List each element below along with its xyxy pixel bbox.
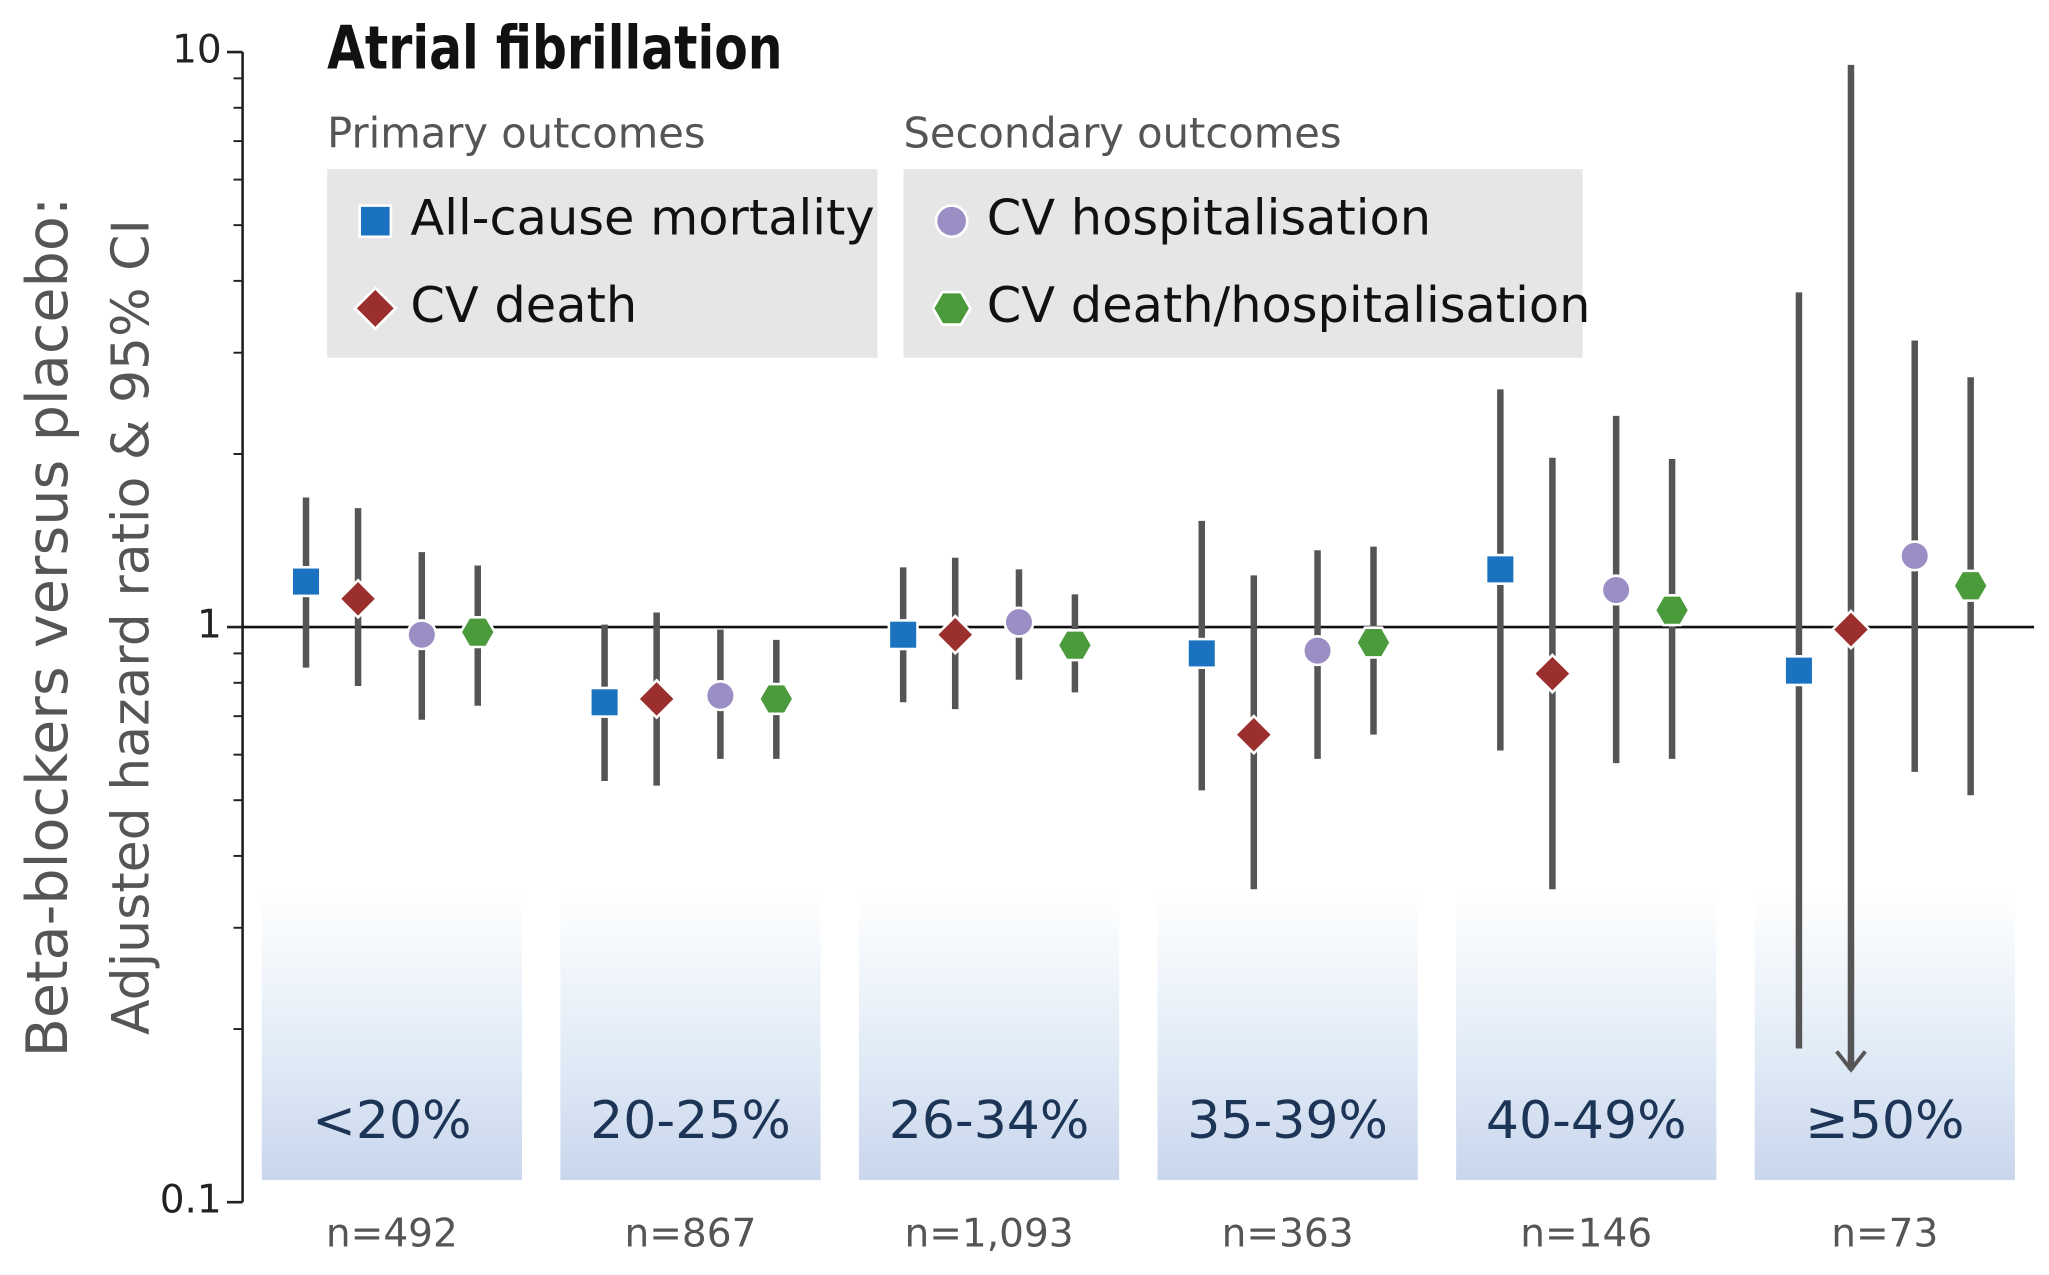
marker (1484, 553, 1516, 585)
y-axis-label: Beta-blockers versus placebo: (15, 197, 81, 1058)
y-tick-label: 1 (197, 603, 222, 648)
marker (1531, 653, 1573, 695)
marker (1301, 635, 1334, 667)
marker (1003, 606, 1035, 638)
category-label: 40-49% (1486, 1091, 1687, 1151)
n-label: n=363 (1222, 1211, 1354, 1256)
error-arrow (1835, 1050, 1867, 1073)
marker (934, 614, 976, 656)
marker (934, 204, 969, 239)
category-label: ≥50% (1805, 1091, 1964, 1151)
marker (290, 565, 322, 598)
category-band (858, 891, 1120, 1181)
legend-box (903, 169, 1583, 358)
marker (1354, 626, 1393, 659)
category-label: 35-39% (1187, 1091, 1388, 1151)
legend-label: CV death (410, 276, 637, 334)
n-label: n=867 (625, 1211, 757, 1256)
marker (1830, 609, 1872, 651)
legend-label: All-cause mortality (410, 189, 874, 247)
category-band (560, 891, 821, 1181)
legend-label: CV death/hospitalisation (987, 276, 1591, 334)
marker (887, 619, 919, 651)
legend-label: CV hospitalisation (987, 189, 1431, 247)
marker (358, 204, 393, 239)
marker (588, 686, 621, 718)
marker (353, 286, 398, 331)
category-label: <20% (312, 1091, 471, 1151)
marker (1186, 637, 1218, 670)
marker (704, 680, 736, 712)
legend-group-title: Primary outcomes (327, 109, 705, 158)
marker (1600, 574, 1632, 606)
marker (459, 615, 497, 649)
category-band (1456, 891, 1717, 1181)
marker (757, 682, 796, 716)
marker (1233, 714, 1275, 756)
category-band (1157, 891, 1418, 1181)
category-band (261, 891, 522, 1181)
category-label: 20-25% (590, 1091, 791, 1151)
marker (1056, 629, 1094, 662)
category-label: 26-34% (889, 1091, 1090, 1151)
marker (406, 619, 438, 651)
y-axis-label: Adjusted hazard ratio & 95% CI (102, 219, 162, 1035)
marker (636, 678, 678, 720)
n-label: n=146 (1520, 1211, 1652, 1256)
marker (337, 578, 379, 620)
legend-group-title: Secondary outcomes (904, 109, 1342, 158)
chart-title: Atrial fibrillation (327, 14, 782, 84)
marker (1951, 569, 1990, 602)
marker (1783, 655, 1815, 687)
marker (1899, 540, 1931, 572)
marker (1653, 594, 1691, 627)
n-label: n=492 (326, 1211, 458, 1256)
legend-box (327, 169, 878, 358)
y-tick-label: 0.1 (160, 1178, 222, 1223)
n-label: n=1,093 (904, 1211, 1073, 1256)
y-tick-label: 10 (172, 28, 222, 73)
marker (931, 290, 972, 326)
n-label: n=73 (1831, 1211, 1938, 1256)
